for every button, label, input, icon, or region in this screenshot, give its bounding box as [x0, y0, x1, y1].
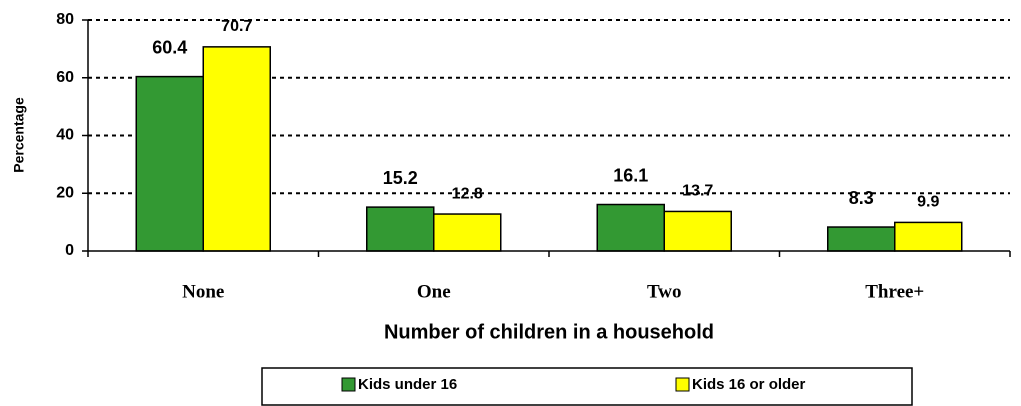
- value-label: 12.8: [452, 185, 483, 202]
- bar: [433, 213, 502, 252]
- value-label: 8.3: [849, 188, 874, 208]
- value-label: 16.1: [613, 165, 648, 185]
- bar: [827, 226, 896, 252]
- x-tick-label: Three+: [865, 281, 924, 302]
- value-label: 70.7: [221, 18, 252, 35]
- bar: [202, 46, 271, 252]
- x-axis-title: Number of children in a household: [384, 321, 714, 343]
- y-tick-label: 20: [56, 184, 74, 201]
- y-axis-title: Percentage: [11, 97, 27, 173]
- x-tick-label: Two: [647, 281, 681, 302]
- legend-box: [261, 367, 913, 406]
- value-label: 15.2: [383, 168, 418, 188]
- bar: [135, 75, 204, 252]
- legend-label: Kids under 16: [358, 376, 457, 393]
- value-label: 9.9: [917, 194, 939, 211]
- bar: [663, 210, 732, 252]
- legend-label: Kids 16 or older: [692, 376, 806, 393]
- y-tick-label: 40: [56, 127, 74, 144]
- value-label: 60.4: [152, 37, 187, 57]
- y-tick-label: 60: [56, 69, 74, 86]
- bar: [894, 221, 963, 252]
- y-tick-label: 0: [65, 242, 74, 259]
- legend-swatch: [341, 377, 356, 392]
- value-label: 13.7: [682, 183, 713, 200]
- bar: [366, 206, 435, 252]
- x-tick-label: None: [182, 281, 224, 302]
- x-tick-label: One: [417, 281, 451, 302]
- bar: [596, 203, 665, 252]
- legend-swatch: [675, 377, 690, 392]
- y-tick-label: 80: [56, 11, 74, 28]
